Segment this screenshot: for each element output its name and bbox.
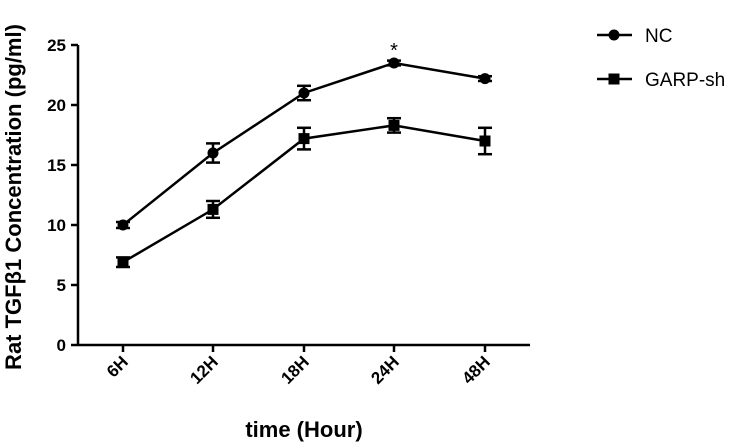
legend-item-garp-sh: GARP-sh — [597, 70, 725, 91]
legend-item-nc: NC — [597, 26, 672, 47]
legend: NC GARP-sh — [597, 26, 725, 91]
data-point — [479, 135, 491, 147]
y-axis-title: Rat TGFβ1 Concentration (pg/ml) — [1, 24, 26, 370]
y-tick-label: 25 — [47, 36, 66, 55]
x-tick-label: 12H — [186, 352, 221, 387]
x-tick-label: 18H — [277, 352, 312, 387]
data-point — [298, 87, 310, 99]
y-tick-label: 10 — [47, 216, 66, 235]
data-point — [479, 73, 491, 85]
legend-marker — [608, 73, 620, 85]
y-tick-label: 0 — [57, 336, 66, 355]
significance-marker: * — [390, 40, 398, 62]
x-tick-label: 6H — [103, 352, 132, 381]
series-layer: * — [116, 40, 492, 269]
y-tick-label: 5 — [57, 276, 66, 295]
series-nc — [116, 57, 492, 231]
data-point — [207, 203, 219, 215]
data-point — [388, 119, 400, 131]
x-axis-title: time (Hour) — [245, 417, 362, 442]
x-tick-label: 48H — [458, 352, 493, 387]
axes: 0 5 10 15 20 25 6H 12H 18H 24H 48H — [47, 36, 530, 388]
y-tick-label: 15 — [47, 156, 66, 175]
data-point — [388, 57, 400, 69]
series-garp-sh — [116, 116, 492, 269]
data-point — [117, 256, 129, 268]
y-tick-label: 20 — [47, 96, 66, 115]
x-tick-label: 24H — [367, 352, 402, 387]
legend-label: NC — [645, 26, 672, 47]
data-point — [298, 133, 310, 145]
legend-label: GARP-sh — [645, 70, 725, 91]
data-point — [117, 219, 129, 231]
legend-marker — [608, 29, 620, 41]
data-point — [207, 147, 219, 159]
